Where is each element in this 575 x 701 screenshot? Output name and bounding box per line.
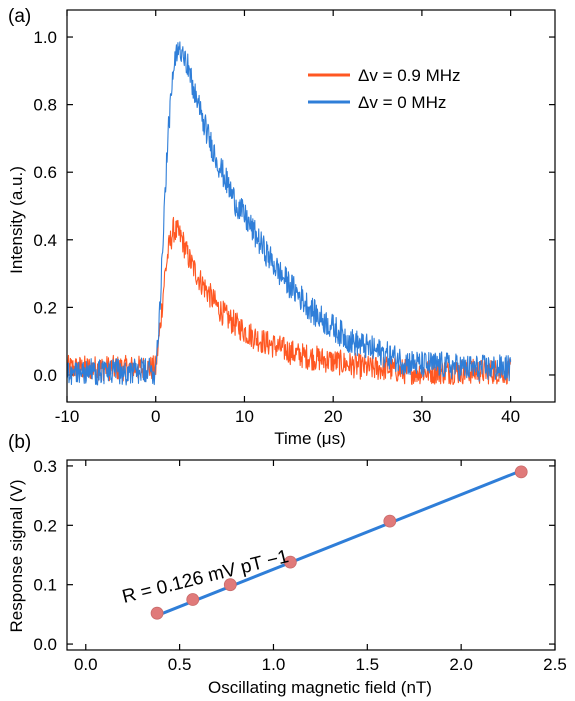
y-tick-label: 0.6 (33, 163, 57, 182)
fit-line (156, 469, 522, 617)
y-tick-label: 0.2 (33, 516, 57, 535)
panel-a-frame (66, 9, 556, 403)
data-point (223, 578, 237, 592)
data-point (283, 555, 297, 569)
x-tick-label: 2.5 (543, 655, 567, 674)
x-tick-label: 2.0 (449, 655, 473, 674)
series-line-0 (66, 216, 512, 385)
x-tick-label: -10 (55, 407, 80, 426)
y-tick-label: 1.0 (33, 28, 57, 47)
panel-b-series (150, 465, 528, 620)
x-tick-label: 0.5 (168, 655, 192, 674)
x-tick-label: 1.5 (355, 655, 379, 674)
y-tick-label: 0.4 (33, 231, 57, 250)
panel-a-label: (a) (8, 6, 31, 27)
y-tick-label: 0.1 (33, 576, 57, 595)
y-tick-label: 0.2 (33, 298, 57, 317)
x-tick-label: 30 (412, 407, 431, 426)
data-point (383, 514, 397, 528)
x-tick-label: 20 (324, 407, 343, 426)
legend-label-1: Δv = 0 MHz (358, 93, 446, 112)
y-tick-label: 0.3 (33, 457, 57, 476)
panel-b-frame (66, 459, 556, 651)
data-point (514, 465, 528, 479)
fit-annotation: R = 0.126 mV pT −1 (120, 546, 291, 608)
panel-b-axes: 0.0 0.5 1.0 1.5 2.0 2.5 0.0 0.1 0.2 0.3 (33, 457, 566, 674)
y-tick-label: 0.0 (33, 635, 57, 654)
series-line-1 (66, 41, 512, 386)
panel-a-ylabel: Intensity (a.u.) (7, 166, 26, 274)
x-tick-label: 10 (235, 407, 254, 426)
data-point (186, 593, 200, 606)
panel-a-legend: Δv = 0.9 MHz Δv = 0 MHz (308, 66, 461, 112)
legend-label-0: Δv = 0.9 MHz (358, 66, 461, 85)
panel-a-axes: -10 0 10 20 30 40 0.0 0.2 0.4 0.6 0.8 1.0 (33, 10, 555, 426)
panel-a-xlabel: Time (μs) (274, 429, 346, 448)
panel-b-label: (b) (8, 432, 31, 453)
x-tick-label: 40 (501, 407, 520, 426)
panel-b-ylabel: Response signal (V) (7, 479, 26, 632)
x-tick-label: 0 (151, 407, 160, 426)
panel-a-series (66, 41, 512, 386)
x-tick-label: 0.0 (74, 655, 98, 674)
y-tick-label: 0.8 (33, 96, 57, 115)
y-tick-label: 0.0 (33, 366, 57, 385)
x-tick-label: 1.0 (262, 655, 286, 674)
data-point (150, 606, 164, 620)
panel-b-xlabel: Oscillating magnetic field (nT) (208, 678, 432, 697)
